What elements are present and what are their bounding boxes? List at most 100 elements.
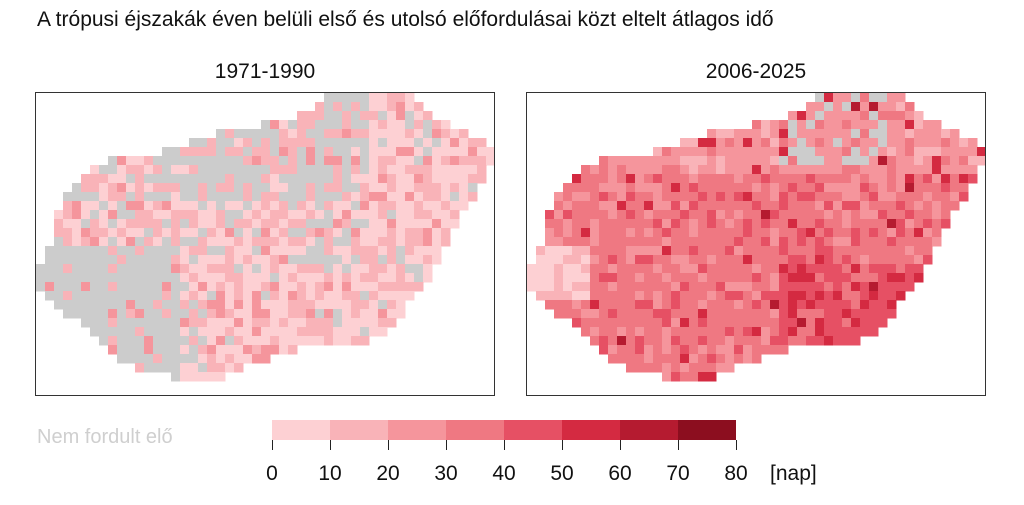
map-grid-cell xyxy=(635,210,645,220)
map-grid-cell xyxy=(225,183,235,193)
map-grid-cell xyxy=(117,246,127,256)
map-grid-cell xyxy=(396,192,406,202)
map-grid-cell xyxy=(554,201,564,211)
map-grid-cell xyxy=(770,120,780,130)
map-grid-cell xyxy=(689,354,699,364)
map-grid-cell xyxy=(860,93,870,103)
map-grid-cell xyxy=(171,282,181,292)
map-grid-cell xyxy=(752,291,762,301)
map-grid-cell xyxy=(387,300,397,310)
map-grid-cell xyxy=(99,273,109,283)
map-grid-cell xyxy=(851,192,861,202)
map-grid-cell xyxy=(135,354,145,364)
map-grid-cell xyxy=(950,201,960,211)
map-grid-cell xyxy=(396,156,406,166)
map-grid-cell xyxy=(851,156,861,166)
map-grid-cell xyxy=(198,219,208,229)
map-grid-cell xyxy=(171,300,181,310)
map-grid-cell xyxy=(761,228,771,238)
map-grid-cell xyxy=(63,219,73,229)
map-grid-cell xyxy=(108,165,118,175)
map-grid-cell xyxy=(387,309,397,319)
map-grid-cell xyxy=(108,273,118,283)
map-grid-cell xyxy=(369,309,379,319)
map-grid-cell xyxy=(581,201,591,211)
map-grid-cell xyxy=(144,165,154,175)
map-grid-cell xyxy=(288,264,298,274)
map-grid-cell xyxy=(288,318,298,328)
map-grid-cell xyxy=(797,174,807,184)
map-grid-cell xyxy=(414,120,424,130)
map-grid-cell xyxy=(315,228,325,238)
map-grid-cell xyxy=(324,147,334,157)
map-grid-cell xyxy=(761,282,771,292)
map-grid-cell xyxy=(761,336,771,346)
map-grid-cell xyxy=(689,318,699,328)
map-grid-cell xyxy=(144,354,154,364)
map-grid-cell xyxy=(207,201,217,211)
map-grid-cell xyxy=(644,273,654,283)
map-grid-cell xyxy=(662,336,672,346)
map-grid-cell xyxy=(590,183,600,193)
map-grid-cell xyxy=(545,237,555,247)
map-grid-cell xyxy=(360,300,370,310)
map-grid-cell xyxy=(770,183,780,193)
map-grid-cell xyxy=(351,219,361,229)
map-grid-cell xyxy=(126,273,136,283)
map-grid-cell xyxy=(180,336,190,346)
map-grid-cell xyxy=(369,156,379,166)
map-grid-cell xyxy=(279,165,289,175)
map-grid-cell xyxy=(842,327,852,337)
map-grid-cell xyxy=(387,246,397,256)
map-grid-cell xyxy=(387,183,397,193)
map-grid-cell xyxy=(360,255,370,265)
map-grid-cell xyxy=(743,201,753,211)
map-grid-cell xyxy=(833,156,843,166)
map-grid-cell xyxy=(716,165,726,175)
map-grid-cell xyxy=(869,273,879,283)
map-grid-cell xyxy=(243,183,253,193)
map-grid-cell xyxy=(743,192,753,202)
map-grid-cell xyxy=(144,264,154,274)
map-grid-cell xyxy=(734,210,744,220)
map-grid-cell xyxy=(716,336,726,346)
map-grid-cell xyxy=(144,210,154,220)
map-grid-cell xyxy=(662,345,672,355)
map-grid-cell xyxy=(779,291,789,301)
map-grid-cell xyxy=(387,111,397,121)
map-grid-cell xyxy=(342,102,352,112)
map-grid-cell xyxy=(396,210,406,220)
map-grid-cell xyxy=(477,147,487,157)
map-grid-cell xyxy=(297,327,307,337)
map-grid-cell xyxy=(450,147,460,157)
map-grid-cell xyxy=(788,165,798,175)
map-grid-cell xyxy=(671,147,681,157)
map-grid-cell xyxy=(851,111,861,121)
map-grid-cell xyxy=(644,228,654,238)
map-grid-cell xyxy=(396,282,406,292)
map-grid-cell xyxy=(81,219,91,229)
map-grid-cell xyxy=(72,273,82,283)
map-grid-cell xyxy=(680,264,690,274)
map-grid-cell xyxy=(144,246,154,256)
map-grid-cell xyxy=(842,165,852,175)
map-grid-cell xyxy=(180,156,190,166)
map-grid-cell xyxy=(617,327,627,337)
map-grid-cell xyxy=(626,264,636,274)
map-grid-cell xyxy=(225,318,235,328)
map-grid-cell xyxy=(788,255,798,265)
map-grid-cell xyxy=(261,120,271,130)
map-grid-cell xyxy=(707,318,717,328)
map-grid-cell xyxy=(779,129,789,139)
map-grid-cell xyxy=(734,309,744,319)
map-grid-cell xyxy=(878,246,888,256)
map-grid-cell xyxy=(914,264,924,274)
map-grid-cell xyxy=(207,138,217,148)
map-grid-cell xyxy=(617,336,627,346)
map-grid-cell xyxy=(590,282,600,292)
map-grid-cell xyxy=(333,156,343,166)
map-grid-cell xyxy=(761,345,771,355)
map-grid-cell xyxy=(279,309,289,319)
map-grid-cell xyxy=(297,246,307,256)
map-grid-cell xyxy=(797,120,807,130)
